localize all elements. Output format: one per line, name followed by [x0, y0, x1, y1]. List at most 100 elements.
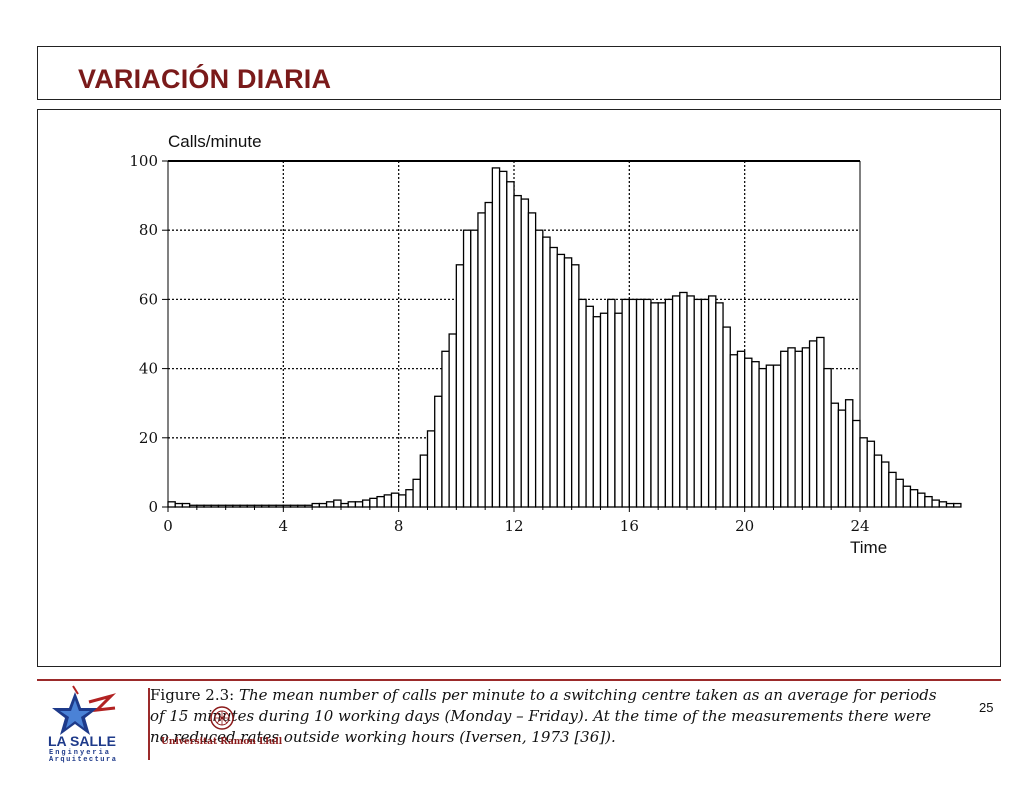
bar-99	[880, 461, 890, 508]
page-number: 25	[979, 700, 994, 715]
bar-98	[873, 454, 883, 508]
figure-caption: Figure 2.3: The mean number of calls per…	[150, 685, 940, 748]
bar-105	[924, 495, 933, 508]
bar-103	[909, 489, 919, 508]
bar-91	[823, 367, 832, 508]
bar-100	[888, 471, 897, 508]
y-tick-label-20: 20	[139, 429, 158, 447]
figure-frame: 0 20 40 60 80 100 0 4 8 12 16 20 24 Calls/minute Time …	[37, 109, 1001, 746]
bar-56	[571, 264, 580, 508]
bar-20	[311, 502, 321, 508]
bar-85	[780, 350, 789, 508]
bar-77	[722, 326, 731, 508]
bar-43	[477, 212, 486, 508]
bar-109	[953, 502, 962, 508]
bar-28	[369, 497, 378, 508]
logo-text: LA SALLE	[48, 733, 116, 749]
bar-44	[484, 201, 494, 508]
bar-88	[801, 347, 811, 508]
bar-106	[931, 499, 940, 508]
bar-21	[318, 502, 328, 508]
axis-labels: 0 20 40 60 80 100 0 4 8 12 16 20 24 Calls/minute Time	[129, 132, 887, 557]
bar-32	[398, 494, 407, 508]
bar-61	[607, 298, 616, 508]
bar-78	[729, 354, 739, 508]
bar-59	[592, 316, 602, 508]
axes	[162, 160, 861, 512]
bar-38	[441, 350, 450, 508]
bar-series	[167, 167, 962, 508]
x-tick-label-16: 16	[620, 517, 639, 535]
bar-101	[895, 478, 904, 508]
bar-82	[758, 367, 767, 508]
bar-53	[549, 246, 558, 508]
bar-42	[470, 229, 479, 508]
bar-68	[657, 302, 667, 508]
bar-58	[585, 305, 594, 508]
bar-52	[542, 236, 551, 508]
x-tick-label-20: 20	[735, 517, 754, 535]
caption-prefix: Figure 2.3:	[150, 686, 235, 704]
bar-67	[650, 302, 659, 508]
bar-48	[513, 194, 522, 508]
y-tick-label-60: 60	[139, 290, 158, 308]
bar-70	[671, 295, 681, 508]
bar-69	[664, 298, 674, 508]
bar-96	[859, 437, 868, 508]
bar-47	[506, 181, 515, 508]
bar-34	[412, 478, 421, 508]
bar-73	[693, 298, 703, 508]
bar-27	[361, 499, 371, 508]
bar-1	[174, 502, 184, 508]
bar-71	[679, 291, 688, 508]
ramon-llull-seal-icon	[210, 706, 234, 730]
bar-46	[498, 170, 508, 508]
bar-76	[715, 302, 724, 508]
bar-74	[700, 298, 710, 508]
x-axis-title: Time	[850, 538, 887, 557]
bar-37	[434, 395, 443, 508]
bar-97	[866, 440, 876, 508]
bar-87	[794, 350, 803, 508]
bar-92	[830, 402, 840, 508]
bar-40	[455, 264, 465, 508]
x-tick-label-8: 8	[394, 517, 404, 535]
bar-107	[938, 501, 948, 508]
title-frame: VARIACIÓN DIARIA	[37, 46, 1001, 100]
bar-33	[405, 489, 414, 508]
bar-83	[765, 364, 775, 508]
x-tick-label-4: 4	[279, 517, 289, 535]
bar-26	[354, 501, 364, 508]
bar-57	[578, 298, 587, 508]
bar-41	[462, 229, 472, 508]
caption-text: The mean number of calls per minute to a…	[150, 686, 937, 746]
logo-subtext-1: Enginyeria	[49, 749, 111, 757]
bar-104	[917, 492, 926, 508]
slide-title: VARIACIÓN DIARIA	[78, 64, 332, 94]
bar-24	[340, 502, 349, 508]
x-tick-label-24: 24	[850, 517, 869, 535]
bar-0	[167, 501, 176, 508]
x-tick-label-0: 0	[163, 517, 173, 535]
calls-per-minute-chart: 0 20 40 60 80 100 0 4 8 12 16 20 24 Calls/minute Time	[129, 132, 962, 557]
bar-64	[628, 298, 638, 508]
y-tick-label-0: 0	[148, 498, 158, 516]
university-name: Universitat Ramon Llull	[161, 737, 283, 747]
bar-22	[325, 501, 335, 508]
bar-50	[527, 212, 537, 508]
bar-23	[333, 499, 342, 508]
bar-95	[852, 419, 861, 508]
bar-54	[556, 253, 566, 508]
bar-90	[816, 336, 825, 508]
bar-49	[520, 198, 530, 508]
bar-30	[383, 494, 393, 508]
bar-2	[181, 502, 191, 508]
bar-65	[635, 298, 645, 508]
bar-36	[426, 430, 436, 508]
bar-79	[736, 350, 746, 508]
bar-55	[563, 257, 573, 508]
bar-93	[837, 409, 847, 508]
bar-62	[614, 312, 623, 508]
logo-subtext-2: Arquitectura	[49, 756, 117, 764]
bar-25	[347, 501, 357, 508]
